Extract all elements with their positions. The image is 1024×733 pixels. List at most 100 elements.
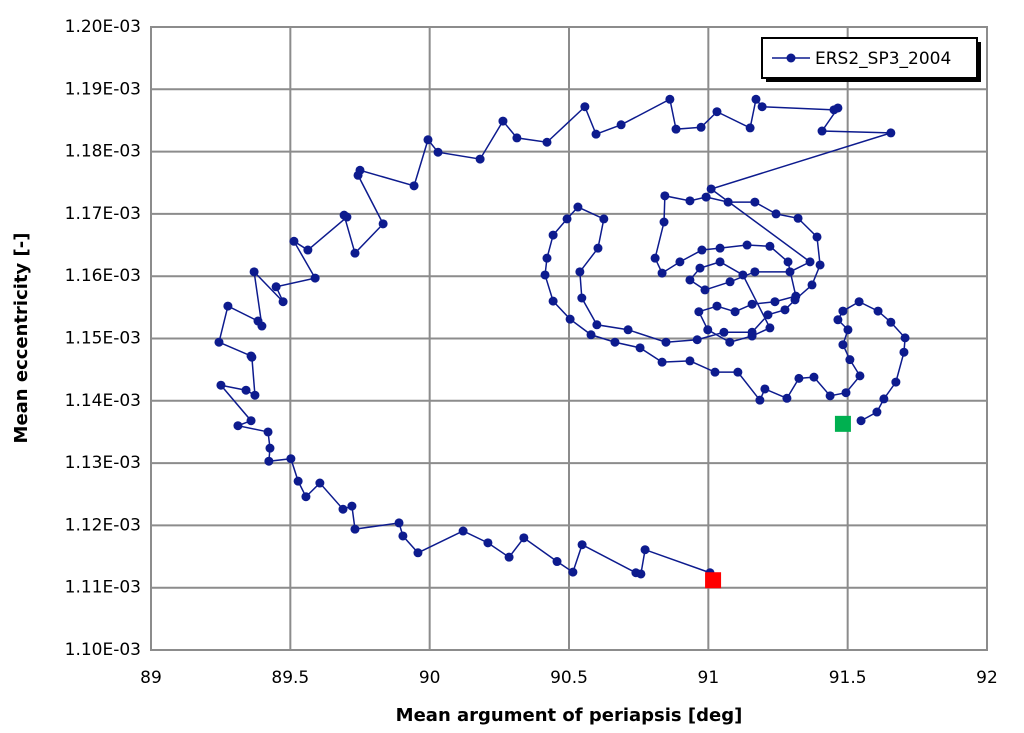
data-point [829,105,839,115]
data-point [286,454,296,464]
data-point [659,217,669,227]
data-point [701,192,711,202]
data-point [738,270,748,280]
data-point [378,219,388,229]
data-point [433,147,443,157]
data-point [246,416,256,426]
y-tick-label: 1.16E-03 [65,266,141,286]
x-tick-label: 91.5 [829,668,867,688]
y-tick-label: 1.17E-03 [65,204,141,224]
data-point [293,476,303,486]
data-point [794,373,804,383]
data-point [233,421,243,431]
data-point [791,291,801,301]
data-point [845,355,855,365]
data-point [725,277,735,287]
data-point [685,275,695,285]
data-point [661,337,671,347]
data-point [592,320,602,330]
y-tick-label: 1.14E-03 [65,391,141,411]
data-point [475,154,485,164]
data-point [573,202,583,212]
x-tick-label: 91 [698,668,720,688]
marker-square [834,415,851,432]
data-point [855,371,865,381]
data-point [660,191,670,201]
data-point [394,518,404,528]
data-point [542,253,552,263]
data-point [692,335,702,345]
data-point [657,357,667,367]
data-point [745,123,755,133]
data-point [765,241,775,251]
data-point [512,133,522,143]
y-tick-label: 1.12E-03 [65,515,141,535]
data-point [552,557,562,567]
data-point [577,540,587,550]
data-point [694,307,704,317]
data-point [747,331,757,341]
x-tick-label: 92 [976,668,998,688]
legend-marker [786,53,796,63]
data-point [250,390,260,400]
data-point [223,301,233,311]
y-tick-label: 1.20E-03 [65,17,141,37]
data-point [723,197,733,207]
data-point [765,323,775,333]
data-point [719,327,729,337]
data-point [214,337,224,347]
data-point [423,135,433,145]
data-point [562,214,572,224]
data-point [568,567,578,577]
data-point [879,394,889,404]
data-point [712,107,722,117]
data-point [409,181,419,191]
data-point [843,325,853,335]
data-point [899,347,909,357]
y-tick-label: 1.11E-03 [65,578,141,598]
y-tick-label: 1.13E-03 [65,453,141,473]
data-point [715,243,725,253]
data-point [650,253,660,263]
data-point [833,315,843,325]
data-point [710,367,720,377]
data-point [278,297,288,307]
y-tick-label: 1.15E-03 [65,329,141,349]
data-point [577,293,587,303]
data-point [856,416,866,426]
data-point [548,230,558,240]
data-point [757,102,767,112]
data-point [610,337,620,347]
data-point [310,273,320,283]
data-point [315,478,325,488]
data-point [785,267,795,277]
data-point [725,337,735,347]
data-point [780,305,790,315]
data-point [838,306,848,316]
data-point [347,501,357,511]
data-point [715,257,725,267]
data-point [271,282,281,292]
data-point [303,245,313,255]
data-point [249,267,259,277]
data-point [623,325,633,335]
data-point [696,122,706,132]
legend-label: ERS2_SP3_2004 [815,49,951,69]
y-tick-label: 1.10E-03 [65,640,141,660]
data-point [264,456,274,466]
data-point [216,380,226,390]
y-tick-label: 1.18E-03 [65,142,141,162]
data-point [771,209,781,219]
series-line [218,97,906,575]
data-point [685,196,695,206]
data-point [750,197,760,207]
data-point [703,325,713,335]
data-point [565,314,575,324]
data-point [504,552,514,562]
data-point [854,297,864,307]
data-point [712,301,722,311]
data-point [398,531,408,541]
data-point [841,388,851,398]
data-point [665,94,675,104]
